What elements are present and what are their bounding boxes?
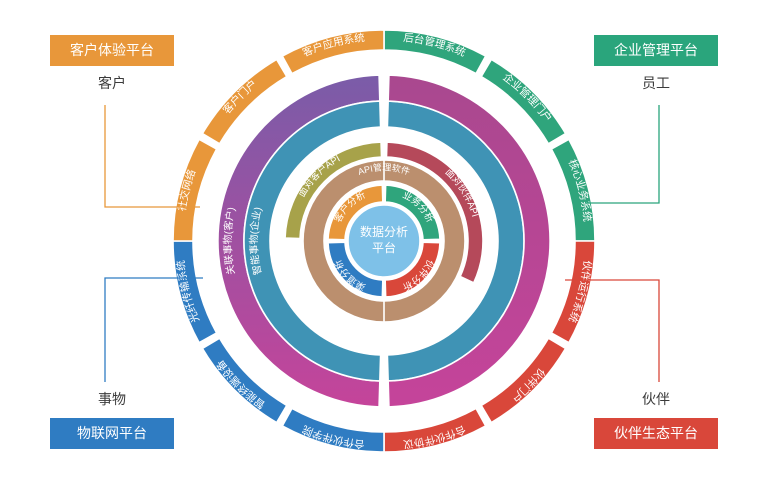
svg-text:物联网平台: 物联网平台 [77, 425, 147, 441]
svg-text:平台: 平台 [372, 240, 396, 255]
svg-text:员工: 员工 [642, 75, 670, 91]
svg-text:客户: 客户 [98, 75, 126, 91]
svg-text:客户体验平台: 客户体验平台 [70, 42, 154, 58]
svg-text:事物: 事物 [98, 391, 126, 407]
svg-text:企业管理平台: 企业管理平台 [614, 42, 698, 58]
svg-text:伙伴生态平台: 伙伴生态平台 [614, 425, 698, 441]
svg-text:数据分析: 数据分析 [360, 224, 408, 239]
svg-text:伙伴: 伙伴 [642, 391, 670, 407]
